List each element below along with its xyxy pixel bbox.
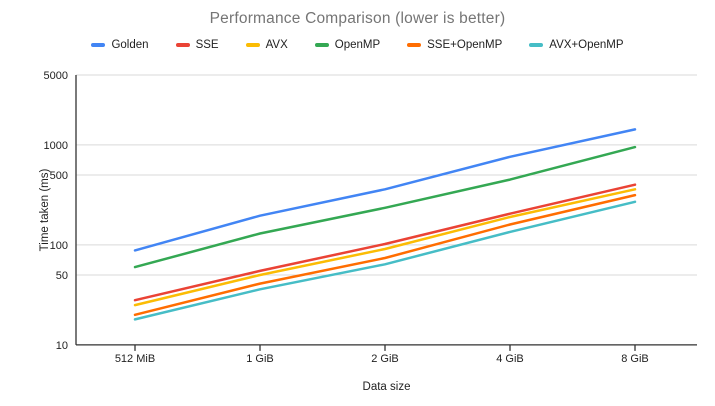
legend-item-sse-openmp: SSE+OpenMP: [407, 39, 502, 51]
legend-swatch-avx: [245, 42, 260, 48]
legend-label-sse-openmp: SSE+OpenMP: [427, 39, 503, 51]
legend-label-avx: AVX: [265, 39, 288, 51]
series-line-golden: [133, 128, 637, 252]
chart-title: Performance Comparison (lower is better): [209, 10, 506, 27]
y-tick-label-5000: 5000: [44, 70, 68, 82]
legend-swatch-openmp: [314, 42, 329, 48]
legend-swatch-avx-openmp: [529, 42, 544, 48]
y-axis-title: Time taken (ms): [39, 168, 51, 252]
legend-label-sse: SSE: [195, 39, 219, 51]
y-tick-label-50: 50: [56, 270, 68, 282]
y-tick-label-1000: 1000: [44, 140, 68, 152]
x-axis-title: Data size: [362, 381, 411, 393]
series-line-avx: [133, 188, 637, 307]
x-tick-label-4-gib: 4 GiB: [496, 353, 524, 365]
x-tick-label-2-gib: 2 GiB: [371, 353, 399, 365]
legend-item-openmp: OpenMP: [314, 39, 381, 51]
legend-label-golden: Golden: [111, 39, 149, 51]
series-line-sse-openmp: [133, 193, 637, 317]
x-tick-label-8-gib: 8 GiB: [621, 353, 649, 365]
series-line-openmp: [133, 145, 637, 269]
legend-swatch-sse: [175, 42, 190, 48]
series-line-sse: [133, 183, 637, 302]
legend-item-golden: Golden: [91, 39, 149, 51]
y-tick-label-100: 100: [50, 240, 68, 252]
legend: Golden SSE AVX OpenMP SSE+OpenMP AVX+OpenMP: [0, 39, 715, 51]
legend-swatch-golden: [91, 42, 106, 48]
legend-swatch-sse-openmp: [407, 42, 422, 48]
series-line-avx-openmp: [133, 200, 637, 321]
legend-label-avx-openmp: AVX+OpenMP: [549, 39, 624, 51]
x-tick-label-1-gib: 1 GiB: [246, 353, 274, 365]
legend-item-avx: AVX: [245, 39, 288, 51]
legend-label-openmp: OpenMP: [334, 39, 381, 51]
y-tick-label-10: 10: [56, 340, 68, 352]
y-tick-label-500: 500: [50, 170, 68, 182]
x-tick-label-512-mib: 512 MiB: [115, 353, 155, 365]
legend-item-sse: SSE: [175, 39, 219, 51]
legend-item-avx-openmp: AVX+OpenMP: [529, 39, 624, 51]
